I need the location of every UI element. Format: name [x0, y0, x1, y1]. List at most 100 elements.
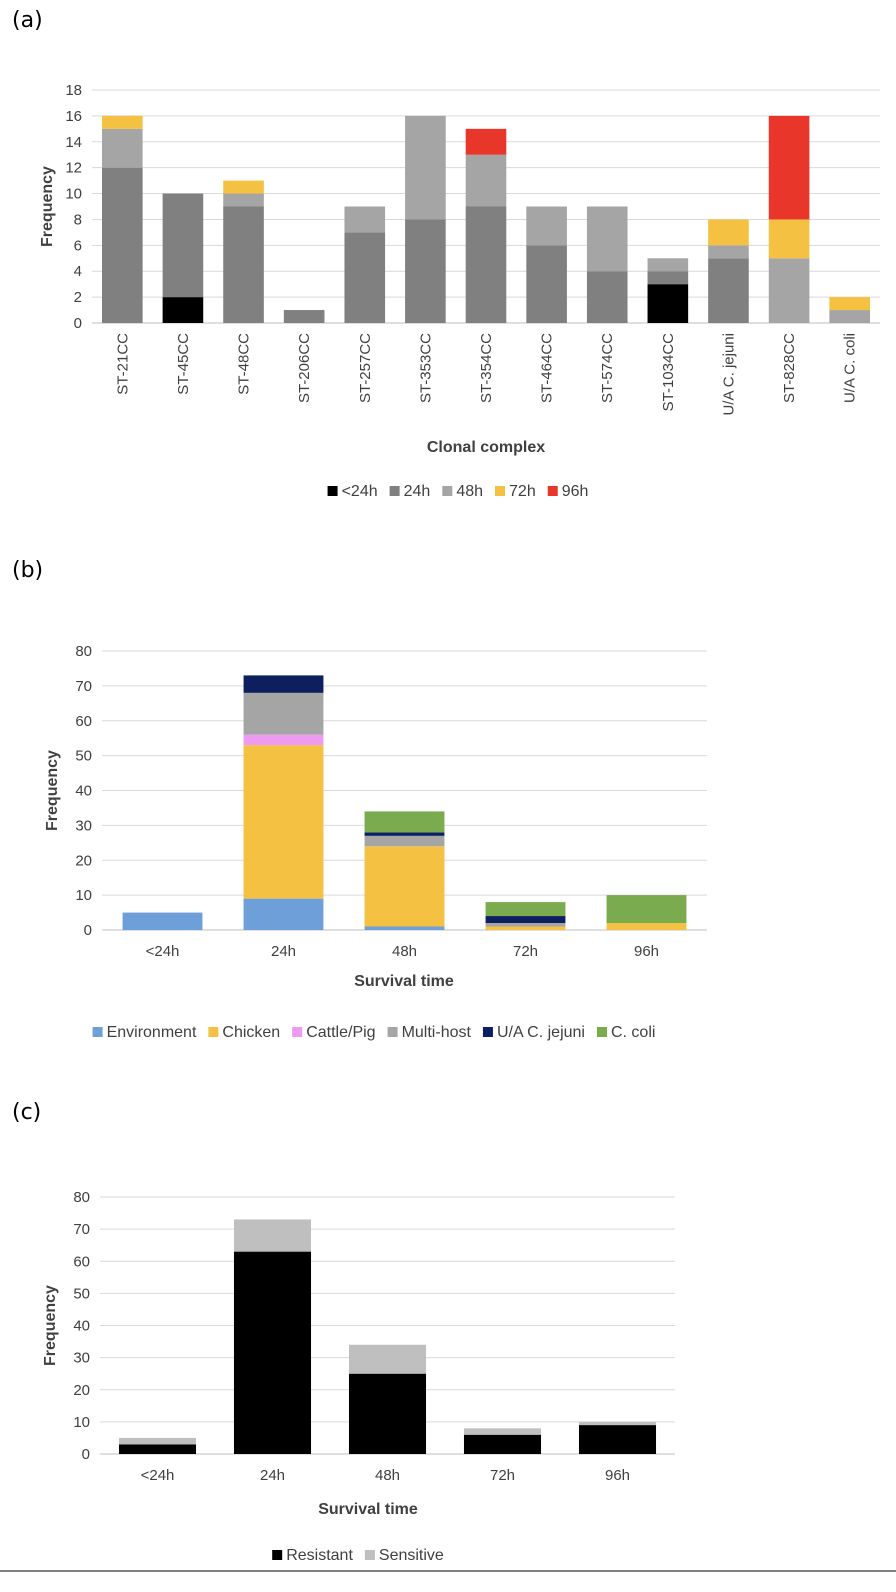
x-tick-label: ST-45CC	[175, 333, 192, 395]
bar-48h-u-a-c-jejuni	[708, 245, 749, 259]
y-tick-label: 10	[65, 186, 82, 203]
y-tick-label: 10	[75, 887, 92, 904]
y-tick-label: 80	[73, 1189, 90, 1206]
bar-c-coli-48h	[364, 811, 445, 833]
bar-48h-u-a-c-coli	[829, 310, 870, 323]
chart-c: 0 10 20 30 40 50 60 70 80 <24h 24h 48h 72h 96h Frequen…	[42, 1189, 675, 1564]
y-tick-label: 18	[65, 82, 82, 99]
y-tick-label: 50	[75, 748, 92, 765]
bar-48h-st-48cc	[223, 193, 264, 207]
legend-label: U/A C. jejuni	[497, 1024, 585, 1041]
y-tick-label: 70	[73, 1221, 90, 1238]
bar-u-a-c-jejuni-24h	[243, 675, 324, 693]
legend-label: Chicken	[222, 1024, 280, 1041]
panel-label-b: (b)	[12, 558, 44, 583]
legend-item-cattle-pig: Cattle/Pig	[292, 1024, 376, 1041]
panel-label-c: (c)	[12, 1100, 42, 1125]
y-tick-label: 50	[73, 1285, 90, 1302]
bar-c-coli-96h	[606, 895, 687, 924]
x-tick-label: ST-464CC	[539, 333, 556, 403]
bar-cattle-pig-24h	[243, 734, 324, 746]
bar-resistant-96h	[578, 1425, 657, 1454]
x-tick-label: ST-1034CC	[660, 333, 677, 412]
bar-resistant-24h	[118, 1444, 197, 1454]
bar-resistant-72h	[463, 1434, 542, 1454]
y-tick-label: 14	[65, 134, 82, 151]
legend-label: <24h	[342, 483, 378, 500]
bar-72h-st-21cc	[102, 115, 143, 129]
legend-item-48h: 48h	[442, 483, 483, 500]
bar-sensitive-24h	[118, 1437, 197, 1445]
bar-24h-st-354cc	[465, 206, 507, 323]
legend-swatch-sensitive	[364, 1550, 375, 1560]
y-tick-label: 80	[75, 643, 92, 660]
x-tick-label: ST-828CC	[781, 333, 798, 403]
bar-sensitive-96h	[578, 1421, 657, 1426]
y-axis-title: Frequency	[44, 750, 61, 831]
bar-sensitive-24h	[233, 1219, 312, 1252]
bar-chicken-24h	[243, 745, 324, 899]
bar-48h-st-1034cc	[647, 258, 689, 272]
legend-item-multi-host: Multi-host	[387, 1024, 471, 1041]
x-tick-label: ST-257CC	[357, 333, 374, 403]
y-tick-label: 6	[74, 237, 82, 254]
bar-multi-host-24h	[243, 692, 324, 735]
bar-chicken-48h	[364, 846, 445, 927]
bar-48h-st-353cc	[405, 115, 446, 220]
x-tick-label: 48h	[392, 943, 417, 960]
legend-swatch-24h	[327, 486, 338, 496]
bar-24h-st-257cc	[344, 232, 386, 323]
legend-item-chicken: Chicken	[208, 1024, 280, 1041]
legend-item-resistant: Resistant	[272, 1547, 353, 1564]
bar-96h-st-828cc	[768, 115, 810, 220]
y-tick-label: 16	[65, 108, 82, 125]
bar-24h-st-45cc	[162, 193, 204, 298]
y-tick-label: 2	[74, 289, 82, 306]
x-tick-label: <24h	[146, 943, 180, 960]
legend-item-24h: 24h	[389, 483, 430, 500]
bar-resistant-48h	[348, 1373, 427, 1454]
bar-48h-st-257cc	[344, 206, 386, 233]
bar-u-a-c-jejuni-72h	[485, 916, 566, 924]
bar-48h-st-464cc	[526, 206, 567, 246]
bar-24h-st-21cc	[102, 167, 143, 323]
legend-item-72h: 72h	[495, 483, 536, 500]
y-tick-label: 0	[82, 1446, 90, 1463]
y-axis-title: Frequency	[42, 1285, 59, 1366]
x-tick-label: 24h	[260, 1467, 285, 1484]
x-tick-label: ST-21CC	[114, 333, 131, 395]
x-tick-label: 96h	[634, 943, 659, 960]
legend-item-96h: 96h	[547, 483, 588, 500]
legend-item-u-a-c-jejuni: U/A C. jejuni	[482, 1024, 585, 1041]
bar-sensitive-72h	[463, 1428, 542, 1435]
legend-item-24h: <24h	[327, 483, 378, 500]
x-tick-label: ST-354CC	[478, 333, 495, 403]
bottom-border	[0, 1570, 896, 1572]
x-tick-label: U/A C. coli	[842, 333, 859, 403]
x-tick-label: 72h	[513, 943, 538, 960]
bar-24h-st-353cc	[405, 219, 446, 323]
bar-multi-host-72h	[485, 923, 566, 927]
bar-72h-u-a-c-coli	[829, 297, 870, 311]
legend-item-sensitive: Sensitive	[364, 1547, 444, 1564]
y-tick-label: 4	[74, 263, 82, 280]
bar-environment-24h	[243, 898, 324, 930]
bar-72h-u-a-c-jejuni	[708, 219, 749, 246]
y-tick-label: 0	[74, 315, 82, 332]
bar-environment-48h	[364, 926, 445, 930]
legend-item-c-coli: C. coli	[596, 1024, 655, 1041]
legend-label: Sensitive	[379, 1547, 444, 1564]
bar-24h-st-1034cc	[647, 284, 689, 323]
legend-swatch-resistant	[272, 1550, 283, 1560]
bar-chicken-72h	[485, 926, 566, 930]
bar-24h-u-a-c-jejuni	[708, 258, 749, 323]
legend-swatch-chicken	[208, 1027, 219, 1037]
legend-swatch-c-coli	[596, 1027, 607, 1037]
bar-24h-st-48cc	[223, 206, 264, 323]
x-axis-title: Survival time	[318, 1501, 418, 1518]
legend-label: Cattle/Pig	[306, 1024, 375, 1041]
bar-u-a-c-jejuni-48h	[364, 832, 445, 836]
legend-label: C. coli	[611, 1024, 655, 1041]
legend-label: 72h	[509, 483, 536, 500]
legend-item-environment: Environment	[92, 1024, 197, 1041]
